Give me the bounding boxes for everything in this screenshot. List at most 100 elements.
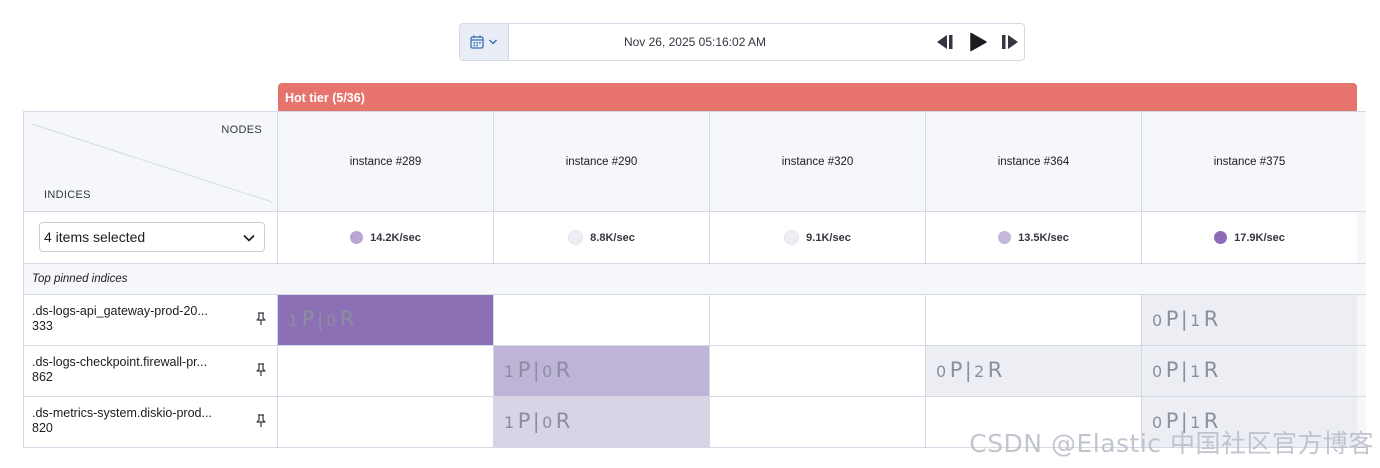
shard-separator: | [316, 307, 325, 331]
index-shard-count: 333 [32, 319, 53, 333]
date-picker-button[interactable] [460, 24, 509, 60]
corner-diagonal [31, 123, 273, 203]
node-rate: 8.8K/sec [494, 212, 710, 264]
primary-label: P [1165, 358, 1179, 382]
replica-label: R [1203, 358, 1219, 382]
shard-cell [710, 346, 926, 397]
shard-cell[interactable]: 1 P | 0 R [494, 346, 710, 397]
node-header[interactable]: instance #320 [710, 111, 926, 212]
index-row-label[interactable]: .ds-logs-api_gateway-prod-20... 333 [23, 295, 278, 346]
primary-label: P [949, 358, 963, 382]
replica-count: 0 [542, 413, 553, 432]
tier-header: Hot tier (5/36) [278, 83, 1357, 112]
rate-indicator-dot [784, 230, 800, 245]
replica-count: 2 [974, 362, 985, 381]
node-header[interactable]: instance #289 [278, 111, 494, 212]
rate-indicator-dot [568, 230, 584, 245]
calendar-icon [470, 35, 484, 49]
shard-cell [926, 397, 1142, 448]
primary-label: P [517, 409, 531, 433]
shard-summary: 0 P | 2 R [936, 358, 1003, 382]
shard-separator: | [1180, 307, 1189, 331]
rate-value: 9.1K/sec [806, 231, 851, 244]
shard-cell [278, 397, 494, 448]
shard-separator: | [532, 409, 541, 433]
grid-overflow-edge [1357, 212, 1366, 264]
shard-cell[interactable]: 0 P | 1 R [1142, 295, 1358, 346]
chevron-down-icon [243, 234, 255, 242]
shard-cell[interactable]: 0 P | 1 R [1142, 346, 1358, 397]
pin-icon[interactable] [255, 414, 267, 428]
shard-cell [710, 397, 926, 448]
index-name: .ds-metrics-system.diskio-prod... [32, 406, 212, 420]
shard-cell [926, 295, 1142, 346]
index-row-label[interactable]: .ds-logs-checkpoint.firewall-pr... 862 [23, 346, 278, 397]
shard-separator: | [532, 358, 541, 382]
index-row-label[interactable]: .ds-metrics-system.diskio-prod... 820 [23, 397, 278, 448]
shard-summary: 1 P | 0 R [504, 358, 571, 382]
shard-summary: 0 P | 1 R [1152, 358, 1219, 382]
primary-count: 1 [288, 311, 299, 330]
indices-label: INDICES [44, 189, 91, 201]
node-rate: 14.2K/sec [278, 212, 494, 264]
shard-summary: 1 P | 0 R [288, 307, 355, 331]
primary-label: P [301, 307, 315, 331]
primary-count: 0 [1152, 311, 1163, 330]
node-header[interactable]: instance #290 [494, 111, 710, 212]
shard-summary: 0 P | 1 R [1152, 307, 1219, 331]
index-selector-value: 4 items selected [44, 229, 146, 245]
replica-count: 1 [1190, 362, 1201, 381]
replica-count: 1 [1190, 311, 1201, 330]
nodes-label: NODES [221, 124, 262, 136]
step-forward-button[interactable] [999, 32, 1021, 52]
shard-summary: 1 P | 0 R [504, 409, 571, 433]
replica-count: 0 [326, 311, 337, 330]
rate-value: 14.2K/sec [370, 231, 421, 244]
time-travel-toolbar: Nov 26, 2025 05:16:02 AM [459, 23, 1025, 61]
replica-label: R [1203, 409, 1219, 433]
node-rate: 13.5K/sec [926, 212, 1142, 264]
replica-label: R [555, 358, 571, 382]
rate-value: 17.9K/sec [1234, 231, 1285, 244]
replica-label: R [1203, 307, 1219, 331]
primary-count: 1 [504, 413, 515, 432]
shard-cell[interactable]: 1 P | 0 R [494, 397, 710, 448]
rate-indicator-dot [1214, 231, 1228, 244]
play-button[interactable] [967, 32, 989, 52]
grid-overflow-edge [1357, 346, 1366, 397]
pin-icon[interactable] [255, 363, 267, 377]
replica-label: R [339, 307, 355, 331]
step-back-icon [937, 35, 953, 49]
replica-label: R [987, 358, 1003, 382]
shard-cell[interactable]: 0 P | 2 R [926, 346, 1142, 397]
shard-separator: | [1180, 358, 1189, 382]
shard-cell [494, 295, 710, 346]
index-name: .ds-logs-api_gateway-prod-20... [32, 304, 208, 318]
current-datetime[interactable]: Nov 26, 2025 05:16:02 AM [623, 35, 767, 49]
node-header[interactable]: instance #375 [1142, 111, 1358, 212]
rate-value: 13.5K/sec [1018, 231, 1069, 244]
index-shard-count: 820 [32, 421, 53, 435]
grid-overflow-edge [1357, 295, 1366, 346]
primary-label: P [517, 358, 531, 382]
shard-cell[interactable]: 0 P | 1 R [1142, 397, 1358, 448]
chevron-down-icon [489, 39, 497, 45]
step-back-button[interactable] [934, 32, 956, 52]
play-icon [970, 32, 987, 52]
primary-count: 0 [936, 362, 947, 381]
step-forward-icon [1002, 35, 1018, 49]
shard-cell[interactable]: 1 P | 0 R [278, 295, 494, 346]
watermark: CSDN @Elastic 中国社区官方博客 [969, 429, 1374, 458]
primary-count: 0 [1152, 413, 1163, 432]
index-name: .ds-logs-checkpoint.firewall-pr... [32, 355, 208, 369]
grid-overflow-edge [1357, 111, 1366, 212]
shard-summary: 0 P | 1 R [1152, 409, 1219, 433]
pin-icon[interactable] [255, 312, 267, 326]
rate-indicator-dot [350, 231, 364, 244]
replica-label: R [555, 409, 571, 433]
grid-corner: NODES INDICES [23, 111, 278, 212]
primary-count: 0 [1152, 362, 1163, 381]
index-selector-dropdown[interactable]: 4 items selected [39, 222, 265, 252]
index-shard-count: 862 [32, 370, 53, 384]
node-header[interactable]: instance #364 [926, 111, 1142, 212]
